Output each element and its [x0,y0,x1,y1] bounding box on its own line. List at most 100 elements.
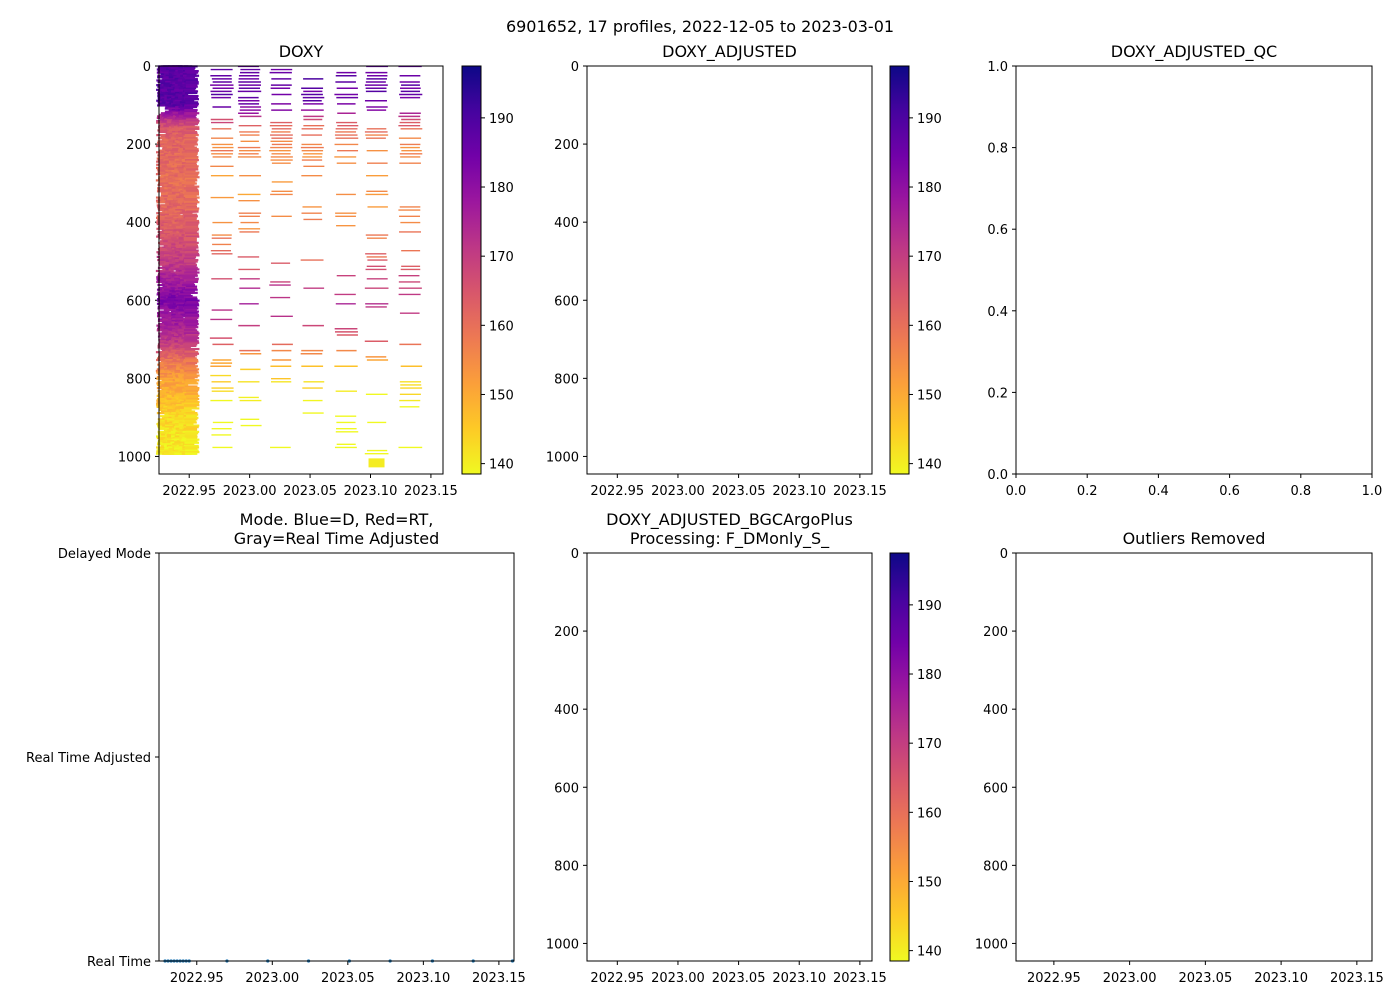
y-tick-label: 1000 [546,937,579,952]
colorbar-tick-label: 160 [489,319,514,334]
x-tick-label: 0.6 [1219,484,1240,499]
colorbar-fill [462,66,481,474]
y-tick-label: 200 [554,625,579,640]
x-tick-label: 2023.00 [223,484,277,499]
colorbar-tick-label: 140 [489,458,514,473]
panel-title-line: DOXY_ADJUSTED_BGCArgoPlus [606,510,853,530]
colorbar-tick-label: 190 [917,599,942,614]
y-tick-label: 400 [554,703,579,718]
x-tick-label: 2023.10 [1254,971,1308,986]
x-tick-label: 2023.10 [772,971,826,986]
y-tick-label: 0 [1000,547,1008,562]
x-tick-label: 2023.00 [1103,971,1157,986]
colorbar-tick-label: 140 [917,458,942,473]
axes-frame [158,552,515,962]
y-tick-label: 0.6 [987,223,1008,238]
colorbar-tick-label: 150 [489,388,514,403]
x-tick-label: 0.2 [1077,484,1098,499]
y-tick-label: 200 [126,138,151,153]
x-tick-label: 1.0 [1362,484,1383,499]
colorbar-tick-label: 170 [489,250,514,265]
x-tick-label: 2023.15 [472,971,526,986]
panel-doxy_adjusted: DOXY_ADJUSTED 2022.95 2023.00 2023.05 2023.1… [546,42,887,499]
y-tick-label: 0 [571,60,579,75]
colorbar-tick-label: 190 [917,112,942,127]
panel-outliers: Outliers Removed 2022.95 2023.00 2023.05 202… [975,529,1384,986]
colorbar-tick-label: 140 [917,945,942,960]
x-tick-label: 2023.00 [651,971,705,986]
x-tick-label: 0.4 [1148,484,1169,499]
colorbar-frame [889,65,910,475]
colorbar-frame [889,552,910,962]
x-tick-label: 2022.95 [590,484,644,499]
x-tick-label: 2023.05 [1178,971,1232,986]
panel-title-line: Processing: F_DMonly_S_ [630,529,830,549]
colorbar-fill [890,553,909,961]
y-tick-label: 600 [983,781,1008,796]
y-tick-label: 800 [554,372,579,387]
y-tick-label: Real Time Adjusted [26,751,151,766]
y-tick-label: 1000 [118,450,151,465]
y-tick-label: 600 [126,294,151,309]
colorbar-doxy: 140 150 160 170 180 190 [461,65,514,475]
x-tick-label: 2023.15 [833,971,887,986]
x-tick-label: 0.8 [1290,484,1311,499]
x-tick-label: 2022.95 [1027,971,1081,986]
colorbar-tick-label: 170 [917,250,942,265]
colorbar-tick-label: 160 [917,806,942,821]
panel-title-line: Gray=Real Time Adjusted [234,529,440,548]
x-tick-label: 2022.95 [162,484,216,499]
panel-title: DOXY_ADJUSTED_QC [1111,42,1277,62]
colorbar-tick-label: 160 [917,319,942,334]
y-tick-label: 800 [554,859,579,874]
panel-title: DOXY [279,42,324,61]
colorbar-bgcargoplus: 140 150 160 170 180 190 [889,552,942,962]
colorbar-tick-label: 180 [917,668,942,683]
panel-title: DOXY_ADJUSTED [662,42,797,62]
colorbar-tick-label: 190 [489,112,514,127]
y-tick-label: 600 [554,294,579,309]
doxy-cell [368,458,385,468]
axes-frame [1015,65,1373,475]
x-tick-label: 2023.05 [321,971,375,986]
axes-frame [586,65,873,475]
colorbar-tick-label: 150 [917,875,942,890]
y-tick-label: 0 [143,60,151,75]
x-tick-label: 2023.00 [245,971,299,986]
y-tick-label: 400 [983,703,1008,718]
x-tick-label: 2023.05 [712,484,766,499]
x-tick-label: 2023.10 [396,971,450,986]
y-tick-label: 1.0 [987,60,1008,75]
y-tick-label: 0.0 [987,468,1008,483]
colorbar-fill [890,66,909,474]
doxy-profile-marks [155,65,423,468]
x-tick-label: 2023.15 [833,484,887,499]
x-tick-label: 2023.10 [344,484,398,499]
y-tick-label: 200 [554,138,579,153]
colorbar-doxy_adjusted: 140 150 160 170 180 190 [889,65,942,475]
y-tick-label: 800 [983,859,1008,874]
x-tick-label: 2023.15 [1330,971,1384,986]
y-tick-label: 0.8 [987,142,1008,157]
axes-frame [586,552,873,962]
y-tick-label: Delayed Mode [58,547,151,562]
figure-suptitle: 6901652, 17 profiles, 2022-12-05 to 2023… [506,17,894,36]
x-tick-label: 2023.15 [404,484,458,499]
y-tick-label: 400 [126,216,151,231]
y-tick-label: 1000 [546,450,579,465]
axes-frame [1015,552,1373,962]
colorbar-tick-label: 180 [489,181,514,196]
x-tick-label: 2023.10 [772,484,826,499]
colorbar-tick-label: 150 [917,388,942,403]
y-tick-label: 200 [983,625,1008,640]
y-tick-label: Real Time [87,955,151,970]
y-tick-label: 0 [571,547,579,562]
x-tick-label: 2023.05 [712,971,766,986]
y-tick-label: 600 [554,781,579,796]
x-tick-label: 2022.95 [590,971,644,986]
y-tick-label: 0.2 [987,386,1008,401]
colorbar-frame [461,65,482,475]
y-tick-label: 1000 [975,937,1008,952]
